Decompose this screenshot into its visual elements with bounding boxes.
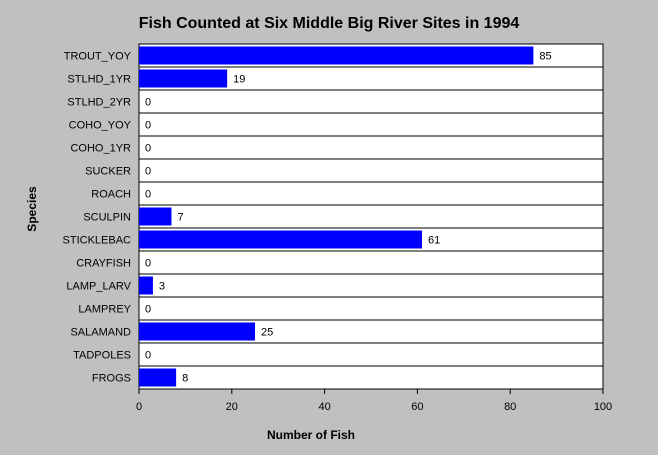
value-label: 7	[177, 212, 183, 224]
value-label: 0	[145, 97, 151, 109]
value-label: 0	[145, 120, 151, 132]
category-label: CRAYFISH	[76, 258, 131, 270]
value-label: 3	[159, 281, 165, 293]
value-label: 85	[539, 51, 551, 63]
gridlines	[138, 66, 604, 394]
category-label: LAMP_LARV	[66, 281, 131, 293]
bar	[139, 207, 172, 226]
category-label: SCULPIN	[83, 212, 131, 224]
category-label: COHO_YOY	[69, 120, 132, 132]
category-label: SALAMAND	[70, 327, 131, 339]
value-label: 0	[145, 304, 151, 316]
value-label: 0	[145, 350, 151, 362]
category-label: SUCKER	[85, 166, 131, 178]
category-label: STLHD_2YR	[67, 97, 131, 109]
bar	[139, 322, 255, 341]
bar	[139, 276, 153, 295]
y-axis-label: Species	[25, 186, 39, 232]
category-label: LAMPREY	[78, 304, 131, 316]
value-label: 8	[182, 373, 188, 385]
x-tick-label: 60	[411, 401, 423, 413]
category-label: TADPOLES	[73, 350, 131, 362]
bar	[139, 230, 423, 249]
value-label: 0	[145, 166, 151, 178]
x-tick-label: 40	[318, 401, 330, 413]
value-label: 0	[145, 143, 151, 155]
bar	[139, 368, 177, 387]
category-label: COHO_1YR	[70, 143, 131, 155]
bars	[139, 46, 534, 387]
value-label: 19	[233, 74, 245, 86]
value-label: 61	[428, 235, 440, 247]
x-axis-label: Number of Fish	[267, 428, 355, 442]
bar	[139, 69, 228, 88]
bar	[139, 46, 534, 65]
value-label: 0	[145, 258, 151, 270]
x-tick-label: 100	[594, 401, 612, 413]
category-label: TROUT_YOY	[64, 51, 132, 63]
category-label: FROGS	[92, 373, 131, 385]
category-label: ROACH	[91, 189, 131, 201]
chart-title: Fish Counted at Six Middle Big River Sit…	[139, 15, 520, 32]
category-label: STLHD_1YR	[67, 74, 131, 86]
value-label: 0	[145, 189, 151, 201]
category-label: STICKLEBAC	[63, 235, 132, 247]
value-label: 25	[261, 327, 273, 339]
x-tick-label: 20	[226, 401, 238, 413]
x-tick-label: 0	[136, 401, 142, 413]
x-tick-label: 80	[504, 401, 516, 413]
